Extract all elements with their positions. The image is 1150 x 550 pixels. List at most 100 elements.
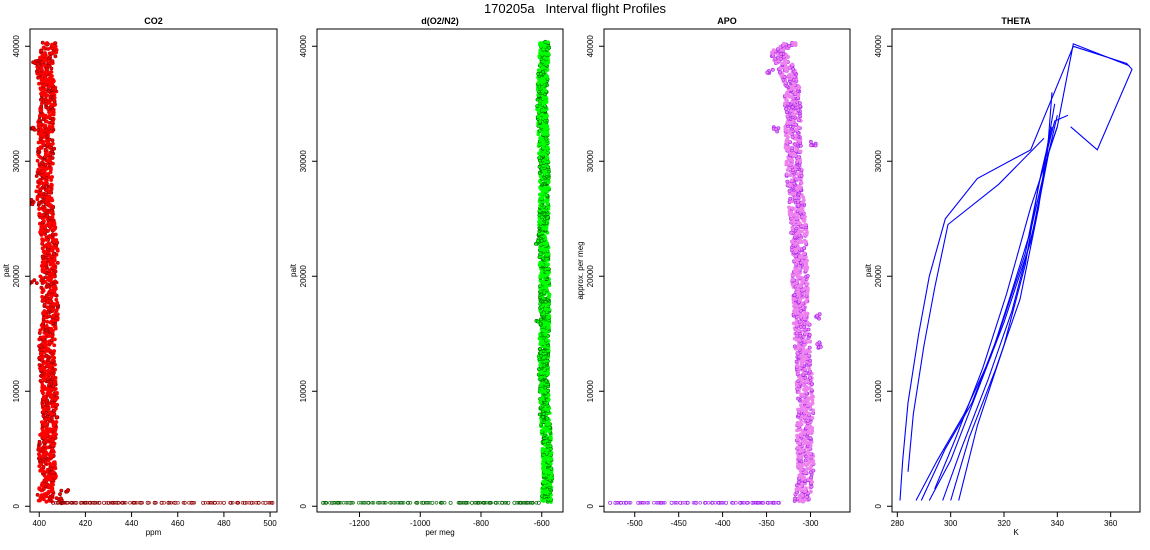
data-point xyxy=(50,59,55,64)
data-point xyxy=(34,281,39,286)
data-point xyxy=(802,198,806,203)
data-point xyxy=(783,58,788,62)
data-point xyxy=(152,501,157,505)
data-point xyxy=(218,501,223,505)
plot-frame xyxy=(603,28,851,513)
data-point xyxy=(30,198,34,202)
data-point xyxy=(50,42,54,47)
data-point xyxy=(790,62,795,67)
data-point xyxy=(43,368,47,373)
y-tick-label: 0 xyxy=(586,503,595,508)
panel-title: d(O2/N2) xyxy=(421,16,459,26)
data-point xyxy=(54,496,59,501)
data-point xyxy=(549,450,554,455)
data-point xyxy=(341,501,346,505)
data-point xyxy=(539,428,544,433)
data-point xyxy=(40,237,45,242)
data-point xyxy=(104,501,109,505)
data-point xyxy=(249,500,254,505)
data-layer xyxy=(899,43,1133,501)
data-point xyxy=(807,332,812,337)
panel-title: APO xyxy=(717,16,737,26)
data-point xyxy=(803,458,808,463)
data-point xyxy=(48,427,53,432)
data-point xyxy=(228,500,233,505)
data-point xyxy=(45,208,50,213)
data-point xyxy=(538,321,543,326)
data-point xyxy=(48,304,53,309)
data-point xyxy=(541,414,545,419)
y-tick-label: 20000 xyxy=(299,265,308,288)
data-point xyxy=(539,381,544,386)
data-point xyxy=(140,501,145,505)
data-point xyxy=(36,447,41,452)
data-point xyxy=(537,54,542,59)
data-point xyxy=(37,200,42,205)
series-line-2 xyxy=(907,137,1045,472)
data-point xyxy=(45,282,50,287)
data-point xyxy=(683,501,687,505)
x-tick-label: 500 xyxy=(263,519,277,528)
data-point xyxy=(47,124,52,129)
data-point xyxy=(50,175,55,179)
y-tick-label: 30000 xyxy=(299,150,308,173)
y-tick-label: 0 xyxy=(874,503,883,508)
x-tick-label: -600 xyxy=(534,519,551,528)
panel-1: CO2 400 420 440 460 480 500 0 10000 20000 30000 400… xyxy=(2,16,278,537)
data-point xyxy=(40,160,45,165)
data-point xyxy=(796,108,801,113)
x-tick-label: -1200 xyxy=(349,519,370,528)
data-point xyxy=(52,146,57,151)
data-point xyxy=(270,500,275,505)
data-point xyxy=(807,345,812,350)
data-point xyxy=(36,128,41,132)
data-point xyxy=(765,70,770,75)
y-tick-label: 10000 xyxy=(586,380,595,403)
data-point xyxy=(44,353,49,358)
data-point xyxy=(47,241,51,246)
data-point xyxy=(802,251,807,256)
data-point xyxy=(35,158,40,163)
data-point xyxy=(798,253,803,258)
data-point xyxy=(30,278,31,280)
data-point xyxy=(608,500,613,505)
x-tick-label: 280 xyxy=(891,519,905,528)
data-point xyxy=(64,500,69,505)
data-point xyxy=(41,45,46,50)
data-point xyxy=(808,375,812,380)
data-point xyxy=(52,349,57,353)
y-tick-label: 20000 xyxy=(874,265,883,288)
x-tick-label: -350 xyxy=(759,519,776,528)
data-point xyxy=(785,65,789,70)
data-layer xyxy=(30,40,275,506)
data-point xyxy=(546,333,551,338)
data-point xyxy=(791,321,796,326)
data-point xyxy=(39,263,44,268)
data-point xyxy=(48,461,52,466)
data-point xyxy=(42,309,47,313)
data-point xyxy=(43,119,48,124)
data-point xyxy=(74,500,79,505)
data-point xyxy=(52,460,57,465)
y-tick-label: 40000 xyxy=(874,35,883,58)
data-point xyxy=(448,500,453,505)
data-point xyxy=(795,433,800,438)
data-point xyxy=(261,501,265,505)
data-point xyxy=(147,501,151,505)
series-line-8 xyxy=(920,126,1053,501)
data-point xyxy=(798,143,803,148)
data-point xyxy=(539,317,543,322)
data-point xyxy=(788,196,793,201)
data-point xyxy=(652,501,656,505)
data-point xyxy=(34,174,39,178)
data-point xyxy=(124,501,128,505)
data-point xyxy=(800,492,804,497)
data-point xyxy=(44,223,49,228)
data-point xyxy=(51,232,55,237)
data-point xyxy=(54,238,59,242)
data-point xyxy=(34,189,39,194)
data-point xyxy=(789,178,794,183)
data-point xyxy=(37,117,42,122)
data-point xyxy=(792,174,796,179)
data-point xyxy=(787,205,791,210)
